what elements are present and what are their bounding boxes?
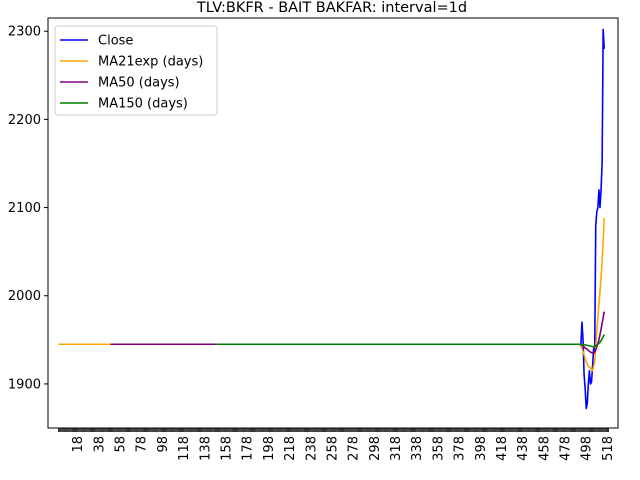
x-tick-label: 378 — [453, 436, 468, 461]
legend-label: MA21exp (days) — [98, 55, 203, 70]
x-tick-label: 158 — [219, 436, 234, 461]
plot-frame — [47, 17, 619, 429]
x-tick-label: 318 — [389, 436, 404, 461]
x-tick-label: 178 — [241, 436, 256, 461]
x-tick-marks — [58, 428, 609, 432]
x-tick-label: 298 — [368, 436, 383, 461]
x-tick-label: 278 — [347, 436, 362, 461]
x-tick-label: 398 — [474, 436, 489, 461]
x-tick-label: 18 — [71, 436, 86, 453]
x-tick-label: 98 — [156, 436, 171, 453]
x-tick-label: 338 — [410, 436, 425, 461]
y-axis: 1900 2000 2100 2200 2300 — [8, 25, 48, 392]
x-tick-label: 238 — [304, 436, 319, 461]
legend-box — [54, 25, 218, 116]
x-tick-label: 78 — [135, 436, 150, 453]
chart-title: TLV:BKFR - BAIT BAKFAR: interval=1d — [196, 0, 467, 16]
x-tick-label: 58 — [114, 436, 129, 453]
x-tick-label: 418 — [495, 436, 510, 461]
x-tick-label: 478 — [559, 436, 574, 461]
series-line-3 — [110, 311, 606, 354]
legend-label: MA50 (days) — [98, 76, 180, 91]
y-tick-label: 2200 — [8, 113, 41, 128]
y-tick-label: 1900 — [8, 377, 41, 392]
series-line-2 — [58, 218, 606, 372]
x-tick-label: 438 — [516, 436, 531, 461]
x-tick-label: 358 — [431, 436, 446, 461]
x-tick-label: 118 — [177, 436, 192, 461]
y-tick-label: 2300 — [8, 25, 41, 40]
series-line-4 — [216, 334, 605, 348]
legend-label: MA150 (days) — [98, 97, 188, 112]
x-tick-label: 458 — [537, 436, 552, 461]
y-tick-label: 2000 — [8, 289, 41, 304]
y-tick-label: 2100 — [8, 201, 41, 216]
legend-label: Close — [98, 34, 133, 49]
x-tick-label: 198 — [262, 436, 277, 461]
series-line-1 — [580, 28, 606, 410]
x-tick-label: 218 — [283, 436, 298, 461]
x-tick-label: 518 — [601, 436, 616, 461]
x-tick-label: 258 — [325, 436, 340, 461]
x-tick-label: 498 — [580, 436, 595, 461]
x-tick-label: 138 — [198, 436, 213, 461]
legend: Close MA21exp (days) MA50 (days) MA150 (day… — [54, 25, 218, 116]
x-tick-label: 38 — [92, 436, 107, 453]
x-axis: 18 38 58 78 98 118 138 158 178 198 218 238 258 278 298… — [71, 436, 616, 461]
series-lines — [58, 28, 606, 410]
